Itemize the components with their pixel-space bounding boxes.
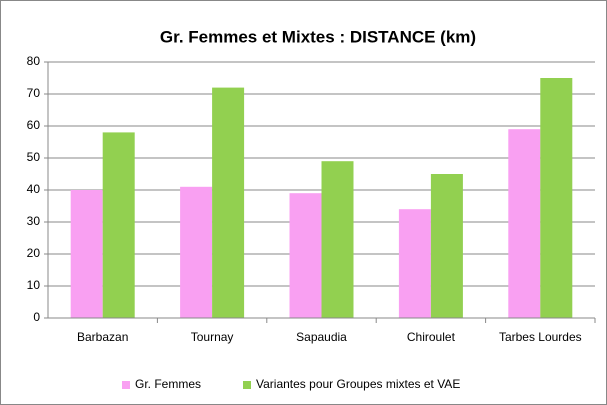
legend-label: Variantes pour Groupes mixtes et VAE xyxy=(256,377,460,391)
y-tick-label: 30 xyxy=(27,214,41,228)
y-tick-label: 60 xyxy=(27,118,41,132)
y-tick-label: 80 xyxy=(27,54,41,68)
legend-swatch xyxy=(243,381,251,389)
bar xyxy=(430,174,463,318)
x-tick-label: Tarbes Lourdes xyxy=(499,330,582,344)
x-tick-label: Barbazan xyxy=(77,330,128,344)
x-tick-label: Tournay xyxy=(191,330,234,344)
bar xyxy=(540,78,573,318)
y-tick-label: 10 xyxy=(27,278,41,292)
bar xyxy=(180,186,213,318)
bar xyxy=(321,161,354,318)
bar xyxy=(70,190,103,318)
bar xyxy=(102,132,135,318)
bar xyxy=(398,209,431,318)
y-tick-label: 70 xyxy=(27,86,41,100)
legend-swatch xyxy=(122,381,130,389)
bar xyxy=(508,129,541,318)
y-tick-label: 40 xyxy=(27,182,41,196)
x-tick-label: Chiroulet xyxy=(407,330,456,344)
bar xyxy=(289,193,322,318)
y-tick-label: 20 xyxy=(27,246,41,260)
bar xyxy=(212,87,245,318)
x-tick-label: Sapaudia xyxy=(296,330,347,344)
legend-label: Gr. Femmes xyxy=(135,377,201,391)
y-tick-label: 50 xyxy=(27,150,41,164)
y-tick-label: 0 xyxy=(33,310,40,324)
chart-title: Gr. Femmes et Mixtes : DISTANCE (km) xyxy=(160,27,476,46)
